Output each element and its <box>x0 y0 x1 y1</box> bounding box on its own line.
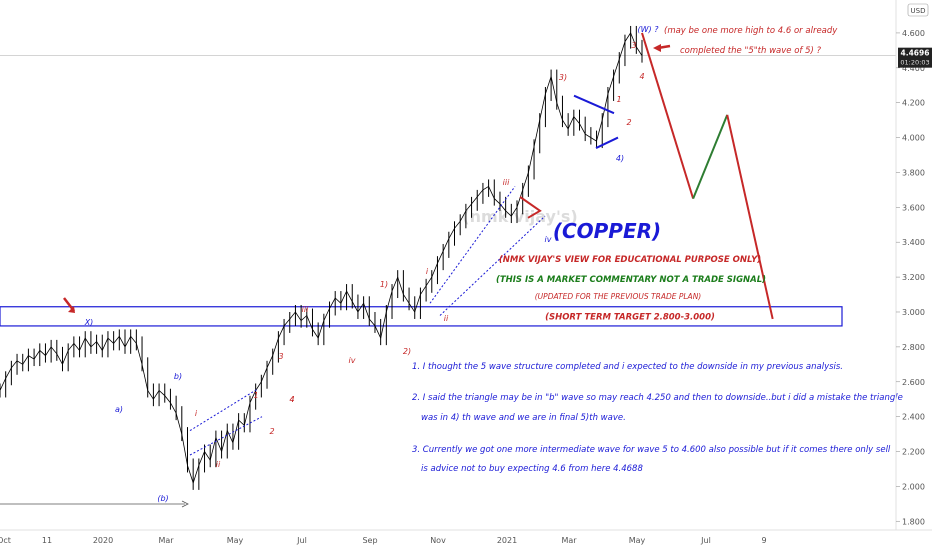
y-tick-label: 4.400 <box>902 64 925 73</box>
price-countdown: 01:20:03 <box>900 59 929 67</box>
price-axis[interactable]: 1.800 2.000 2.200 2.400 2.600 2.800 3.000 3.200… <box>896 29 925 526</box>
wave-label: 4 <box>289 395 294 404</box>
wave-label: i <box>195 409 198 418</box>
wave-label: X) <box>84 318 94 327</box>
last-price-value: 4.4696 <box>901 49 930 58</box>
red-wedge <box>519 196 542 219</box>
marker-arrow-head <box>68 306 75 313</box>
wave-label: i <box>426 267 429 276</box>
price-series-layer <box>0 25 643 490</box>
wave-label: 4) <box>616 154 624 163</box>
channel-line <box>189 416 263 456</box>
top-note-line1: (may be one more high to 4.6 or already <box>664 26 838 36</box>
time-axis[interactable]: Oct 11 2020 Mar May Jul Sep Nov 2021 Mar May Jul 9 <box>0 536 767 545</box>
wave-labels-red: iii 1) 2) iv ii i 3) 4 1 2 3 4 iii ii i … <box>195 41 645 469</box>
wave-label: 1 <box>616 95 621 104</box>
wave-label: 1) <box>380 280 388 289</box>
x-tick-label: Sep <box>362 536 377 545</box>
y-tick-label: 3.200 <box>902 273 925 282</box>
commentary-note: (THIS IS A MARKET COMMENTARY NOT A TRADE… <box>496 275 766 285</box>
channel-line <box>429 186 516 304</box>
watermark: (nmk vijay's) <box>462 207 577 226</box>
projection-segment <box>726 114 774 320</box>
projection-segment <box>641 32 695 199</box>
wave-label: iii <box>503 178 510 187</box>
channel-line <box>189 388 259 432</box>
x-tick-label: Nov <box>430 536 446 545</box>
y-tick-label: 2.400 <box>902 413 925 422</box>
price-line <box>0 32 643 485</box>
target-zone-label: (SHORT TERM TARGET 2.800-3.000) <box>545 312 715 322</box>
wave-label: 2 <box>626 118 631 127</box>
wave-label: ii <box>444 314 449 323</box>
x-tick-label: Jul <box>296 536 307 545</box>
projection-layer <box>641 32 774 320</box>
x-tick-label: May <box>629 536 646 545</box>
last-price-tag <box>898 47 932 68</box>
wave-label: a) <box>115 405 123 414</box>
analysis-note-2: 2. I said the triangle may be in "b" wav… <box>412 393 903 403</box>
analysis-note-3b: is advice not to buy expecting 4.6 from … <box>421 464 643 474</box>
x-tick-label: 9 <box>761 536 766 545</box>
wave-labels-blue: X) a) b) (b) 4) iv (W) ? <box>84 25 660 503</box>
analysis-note-3: 3. Currently we got one more intermediat… <box>412 445 891 455</box>
wave-label: 3 <box>278 352 283 361</box>
wave-label: 4 <box>289 395 294 404</box>
wave-label: 1 <box>253 391 258 400</box>
chart-title: (COPPER) <box>553 219 661 243</box>
x-tick-label: Mar <box>158 536 174 545</box>
wave-label: 2) <box>403 347 411 356</box>
currency-badge-box[interactable] <box>907 3 929 17</box>
wave-label: iv <box>545 235 552 244</box>
x-tick-label: Jul <box>700 536 711 545</box>
projection-segment <box>692 114 729 199</box>
y-tick-label: 4.000 <box>902 134 925 143</box>
y-tick-label: 1.800 <box>902 517 925 526</box>
x-tick-label: 2020 <box>93 536 113 545</box>
drawings-layer <box>0 44 671 508</box>
wave-label: (W) ? <box>638 25 660 34</box>
x-tick-label: Oct <box>0 536 11 545</box>
channel-line <box>439 215 546 316</box>
x-tick-label: 2021 <box>497 536 517 545</box>
wave-label: iii <box>302 305 309 314</box>
y-tick-label: 3.600 <box>902 203 925 212</box>
y-tick-label: 2.800 <box>902 343 925 352</box>
target-zone-rectangle[interactable] <box>0 306 843 327</box>
wave-label: iv <box>349 356 356 365</box>
currency-badge[interactable]: USD <box>911 7 926 15</box>
triangle-lower-line <box>595 136 619 149</box>
wave-label: 3) <box>559 73 567 82</box>
y-tick-label: 3.000 <box>902 308 925 317</box>
y-tick-label: 3.400 <box>902 238 925 247</box>
top-note-line2: completed the "5"th wave of 5) ? <box>680 46 822 56</box>
wave-label: 4 <box>639 72 644 81</box>
wave-label: b) <box>174 372 182 381</box>
y-tick-label: 2.600 <box>902 378 925 387</box>
analysis-note-1: 1. I thought the 5 wave structure comple… <box>412 362 843 372</box>
x-tick-label: May <box>227 536 244 545</box>
updated-note: (UPDATED FOR THE PREVIOUS TRADE PLAN) <box>535 292 702 301</box>
x-tick-label: 11 <box>42 536 52 545</box>
pointer-arrow-head <box>653 44 661 52</box>
wave-label: 2 <box>269 427 274 436</box>
range-arrow-head <box>181 500 189 508</box>
y-tick-label: 2.200 <box>902 448 925 457</box>
triangle-upper-line <box>573 94 615 115</box>
y-tick-label: 4.200 <box>902 99 925 108</box>
x-tick-label: Mar <box>561 536 577 545</box>
wave-label: ii <box>216 460 221 469</box>
analysis-note-2b: was in 4) th wave and we are in final 5)… <box>421 413 626 423</box>
y-tick-label: 2.000 <box>902 482 925 491</box>
wave-label: 3 <box>631 41 636 50</box>
y-tick-label: 4.600 <box>902 29 925 38</box>
view-note: (NMK VIJAY'S VIEW FOR EDUCATIONAL PURPOS… <box>499 255 761 265</box>
wave-label: (b) <box>157 494 168 503</box>
y-tick-label: 3.800 <box>902 168 925 177</box>
